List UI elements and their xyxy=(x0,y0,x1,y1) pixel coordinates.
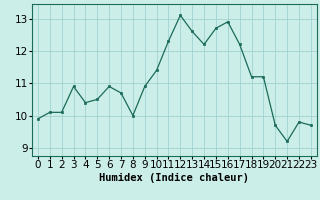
X-axis label: Humidex (Indice chaleur): Humidex (Indice chaleur) xyxy=(100,173,249,183)
